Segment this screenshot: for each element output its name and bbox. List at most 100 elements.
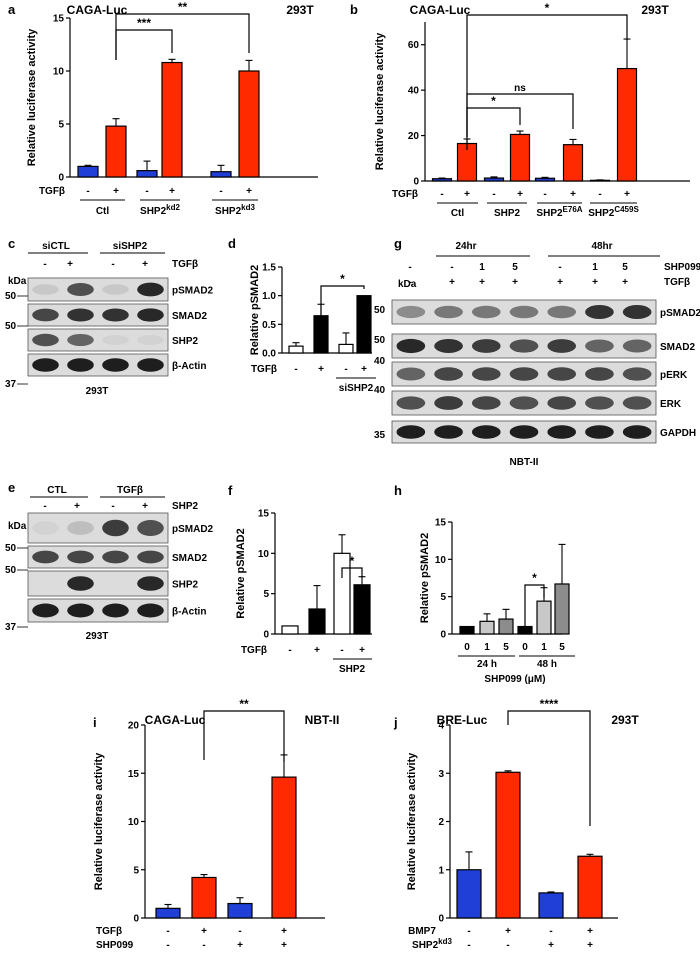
x-axis-label-h: SHP099 (μM) [484,674,545,685]
panel-label-a: a [8,2,16,17]
y-tick-label-f: 15 [258,509,270,520]
dose-g-4: - [558,262,561,273]
blot-strip-e-3 [27,598,169,623]
band-e-1-2 [102,550,129,564]
sign-f-3: + [359,645,365,656]
kda-label-g: kDa [398,279,417,290]
band-g-1-0 [396,338,426,354]
kda-marker-g-0: 50 [374,305,386,316]
band-g-2-3 [509,367,539,381]
bar-i-3 [271,776,297,919]
sign-j-1-0: - [467,940,470,951]
y-tick-label-j: 0 [438,914,444,925]
sig-a-2-label: ** [178,0,188,14]
bar-i-1 [191,876,217,919]
y-tick-label-h: 10 [435,555,447,566]
blot-strip-c-1 [27,303,169,327]
y-axis-label-f: Relative pSMAD2 [235,528,247,618]
sign-e-0: - [43,501,46,512]
dose-g-3: 5 [512,262,518,273]
group-c-1: siSHP2 [113,241,148,252]
sign-e-1: + [74,501,80,512]
y-axis-label-a: Relative luciferase activity [26,28,38,166]
band-label-c-2: SHP2 [172,336,199,347]
sig-b-3-bracket [466,93,574,137]
panel-label-h: h [394,483,402,498]
sign-i-0-1: + [201,926,207,937]
band-g-1-1 [434,339,463,353]
bar-j-2 [538,892,564,919]
sign-b-7: + [624,189,630,200]
band-g-4-1 [434,425,463,439]
dose-h-3: 0 [522,642,528,653]
blot-strip-c-0 [27,277,169,302]
band-c-0-0 [32,284,59,295]
sign-e-3: + [142,501,148,512]
bar-b-7 [616,67,638,182]
band-e-3-0 [32,603,59,618]
y-tick-label-i: 15 [128,769,140,780]
y-tick-label-b: 60 [408,40,420,51]
band-g-1-4 [547,339,577,353]
blot-strip-c-3 [27,353,169,377]
cell-line-c: 293T [86,386,109,397]
band-g-3-6 [622,396,652,410]
bar-j-1 [495,771,521,919]
band-g-4-2 [471,425,501,439]
time-label-h-1: 48 h [537,659,557,670]
group-label-a-1: SHP2kd2 [140,203,180,217]
y-axis-label-h: Relative pSMAD2 [419,533,431,623]
kda-label-e: kDa [8,521,27,532]
sign-i-1-0: - [166,940,169,951]
sign-d-2: - [344,364,347,375]
band-e-2-3 [137,576,164,591]
bar-d-2 [338,343,354,354]
sign-b-0: - [440,189,443,200]
sig-j-label: **** [540,697,559,711]
band-c-1-2 [102,308,129,322]
y-tick-label-h: 5 [440,592,446,603]
bar-a-2 [136,170,158,178]
sign-c-3: + [142,259,148,270]
sig-i-label: ** [239,697,249,711]
y-axis-label-d: Relative pSMAD2 [249,265,261,355]
sign-g-2: + [479,277,485,288]
band-c-2-3 [137,335,164,345]
bar-j-0 [456,869,482,919]
bar-a-5 [238,70,260,178]
y-tick-label-i: 20 [128,721,140,732]
sign-g-1: + [449,277,455,288]
treatment-label-a: TGFβ [39,186,65,197]
band-g-0-2 [471,305,501,319]
assay-title-b: CAGA-Luc [410,3,471,17]
band-g-3-4 [547,396,577,410]
band-g-4-0 [396,425,426,439]
y-axis-label-j: Relative luciferase activity [406,752,418,890]
band-label-g-2: pERK [660,370,688,381]
band-c-3-0 [32,358,59,372]
cell-line-g: NBT-II [510,457,539,468]
panel-label-i: i [93,715,97,730]
band-c-2-1 [67,333,94,347]
sign-b-5: + [570,189,576,200]
sign-i-1-2: + [237,940,243,951]
band-c-2-0 [32,333,59,347]
y-tick-label-d: 0.5 [262,320,276,331]
sign-j-0-1: + [505,926,511,937]
group-label-f: SHP2 [339,664,366,675]
group-label-b-3: SHP2C459S [588,205,639,219]
band-g-2-0 [396,367,426,381]
sign-f-2: - [340,645,343,656]
y-tick-label-f: 0 [263,630,269,641]
band-c-3-2 [102,358,129,372]
y-tick-label-a: 5 [58,120,64,131]
sign-j-0-3: + [587,926,593,937]
sign-a-0: - [86,186,89,197]
cell-line-b: 293T [641,3,669,17]
band-label-e-2: SHP2 [172,580,199,591]
time-g-1: 48hr [591,241,612,252]
sign-g-0: - [408,277,411,288]
sign-c-0: - [43,259,46,270]
panel-label-d: d [228,236,236,251]
band-label-e-0: pSMAD2 [172,524,214,535]
